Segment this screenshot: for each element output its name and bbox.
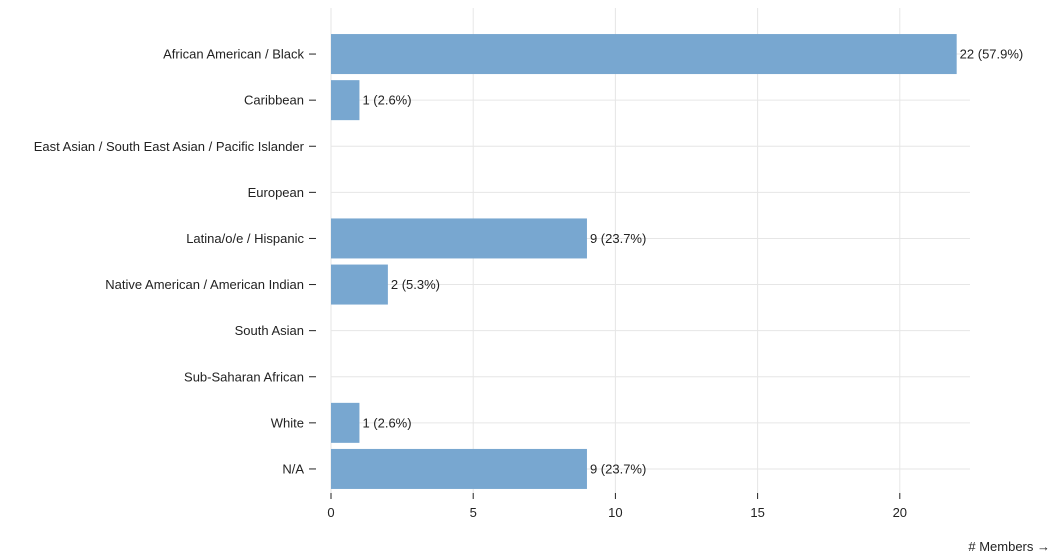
data-labels: 22 (57.9%) 1 (2.6%) 9 (23.7%) 2 (5.3%) 1 (2.… [362,47,1023,477]
category-label: European [248,185,304,200]
x-axis-title: # Members → [968,539,1050,554]
category-label: Native American / American Indian [105,277,304,292]
bar [331,402,360,443]
bar [331,448,587,489]
category-labels: African American / Black Caribbean East As… [34,47,316,476]
data-label: 22 (57.9%) [960,47,1024,62]
category-label: Sub-Saharan African [184,369,304,384]
x-tick-label: 5 [470,505,477,520]
category-label: South Asian [235,323,304,338]
x-tick-label: 15 [750,505,764,520]
bar [331,80,360,121]
data-label: 1 (2.6%) [362,415,411,430]
bar [331,264,388,305]
category-label: African American / Black [163,47,304,62]
x-axis: 0 5 10 15 20 [327,493,907,520]
bar [331,218,587,259]
data-label: 1 (2.6%) [362,93,411,108]
x-tick-label: 20 [893,505,907,520]
category-label: Caribbean [244,93,304,108]
category-label: East Asian / South East Asian / Pacific … [34,139,305,154]
category-label: N/A [282,461,304,476]
data-label: 9 (23.7%) [590,461,646,476]
category-label: Latina/o/e / Hispanic [186,231,304,246]
category-label: White [271,415,304,430]
x-tick-label: 0 [327,505,334,520]
x-tick-label: 10 [608,505,622,520]
data-label: 9 (23.7%) [590,231,646,246]
bar [331,34,957,75]
data-label: 2 (5.3%) [391,277,440,292]
bars [331,34,957,489]
